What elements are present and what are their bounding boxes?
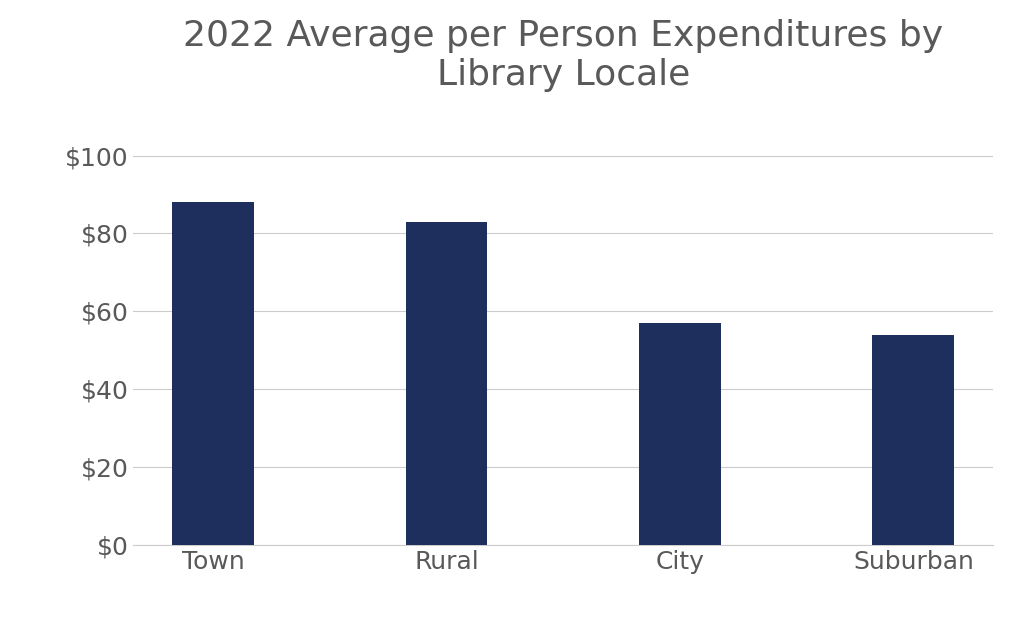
- Bar: [639, 323, 721, 545]
- Bar: [406, 222, 487, 545]
- Bar: [872, 335, 954, 545]
- Text: 2022 Average per Person Expenditures by
Library Locale: 2022 Average per Person Expenditures by …: [183, 19, 943, 92]
- Bar: [172, 202, 254, 545]
